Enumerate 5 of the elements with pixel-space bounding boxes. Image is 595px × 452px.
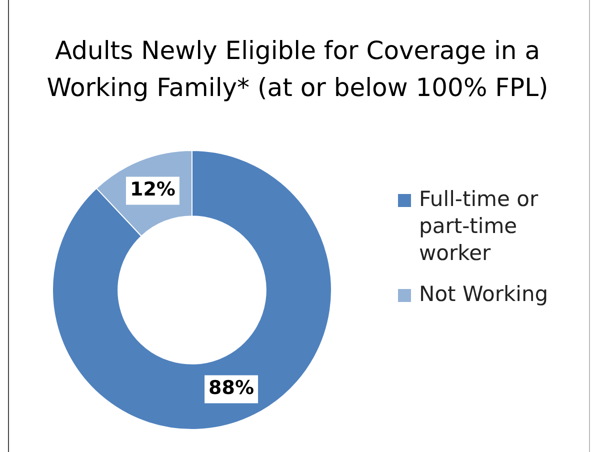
data-label: 12% xyxy=(130,178,176,201)
legend-label: Full-time or part-time worker xyxy=(419,186,540,267)
chart-title: Adults Newly Eligible for Coverage in a Working Family* (at or below 100% FPL) xyxy=(46,35,550,104)
legend-label: Not Working xyxy=(419,281,548,308)
data-label: 88% xyxy=(208,377,254,400)
